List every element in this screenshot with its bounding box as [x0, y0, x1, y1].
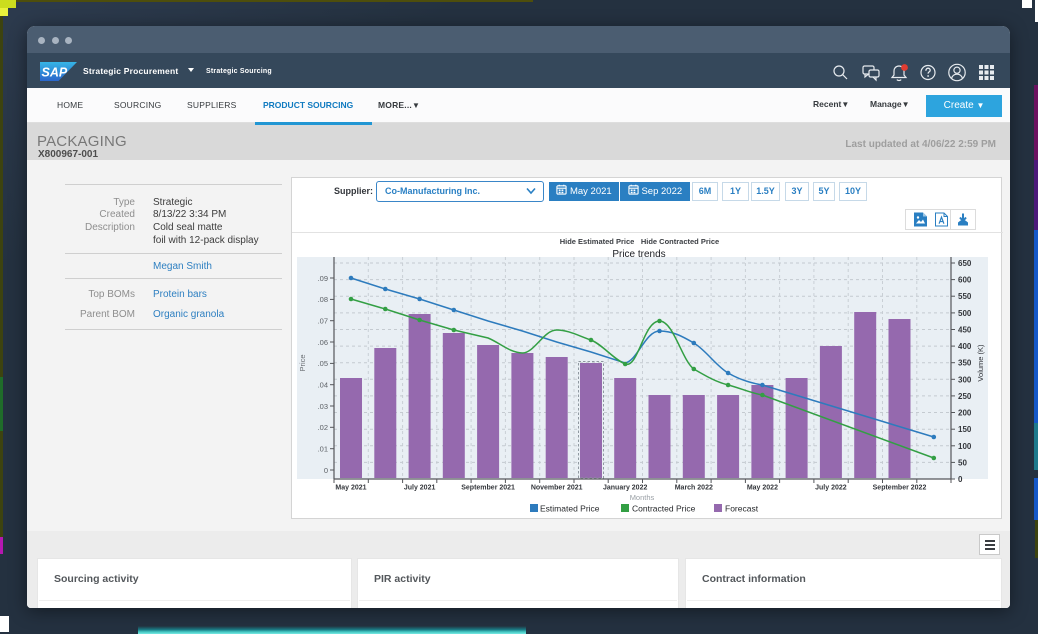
svg-text:450: 450: [958, 326, 972, 335]
svg-text:.08: .08: [318, 295, 328, 304]
svg-text:Contracted Price: Contracted Price: [632, 504, 696, 514]
svg-text:150: 150: [958, 425, 972, 434]
svg-text:.04: .04: [318, 381, 328, 390]
svg-text:Estimated Price: Estimated Price: [540, 504, 600, 514]
svg-text:.09: .09: [318, 274, 328, 283]
svg-text:0: 0: [958, 475, 963, 484]
svg-text:Price trends: Price trends: [612, 249, 665, 260]
svg-text:May 2022: May 2022: [747, 485, 778, 492]
svg-text:.07: .07: [318, 317, 328, 326]
svg-text:Volume (K): Volume (K): [976, 344, 985, 382]
svg-text:Price: Price: [298, 354, 307, 371]
svg-text:Hide Contracted Price: Hide Contracted Price: [641, 237, 719, 246]
svg-text:Hide Estimated Price: Hide Estimated Price: [560, 237, 635, 246]
svg-text:100: 100: [958, 442, 972, 451]
svg-text:March 2022: March 2022: [675, 485, 713, 492]
svg-text:300: 300: [958, 375, 972, 384]
svg-text:400: 400: [958, 342, 972, 351]
svg-text:500: 500: [958, 309, 972, 318]
svg-text:May 2021: May 2021: [335, 485, 366, 492]
svg-text:600: 600: [958, 276, 972, 285]
svg-text:September 2022: September 2022: [873, 485, 927, 492]
svg-text:July 2021: July 2021: [404, 485, 436, 492]
svg-text:SAP: SAP: [42, 66, 68, 80]
svg-text:.03: .03: [318, 402, 328, 411]
svg-text:.01: .01: [318, 445, 328, 454]
svg-text:.05: .05: [318, 359, 328, 368]
svg-text:350: 350: [958, 359, 972, 368]
svg-text:September 2021: September 2021: [461, 485, 515, 492]
svg-text:January 2022: January 2022: [603, 485, 647, 492]
svg-text:Forecast: Forecast: [725, 504, 759, 514]
svg-text:0: 0: [324, 466, 328, 475]
svg-text:July 2022: July 2022: [815, 485, 847, 492]
svg-text:.06: .06: [318, 338, 328, 347]
svg-text:50: 50: [958, 458, 967, 467]
svg-text:November 2021: November 2021: [531, 485, 583, 492]
svg-text:650: 650: [958, 259, 972, 268]
svg-text:Months: Months: [630, 493, 655, 502]
svg-text:550: 550: [958, 292, 972, 301]
svg-text:250: 250: [958, 392, 972, 401]
svg-text:.02: .02: [318, 423, 328, 432]
svg-text:200: 200: [958, 409, 972, 418]
